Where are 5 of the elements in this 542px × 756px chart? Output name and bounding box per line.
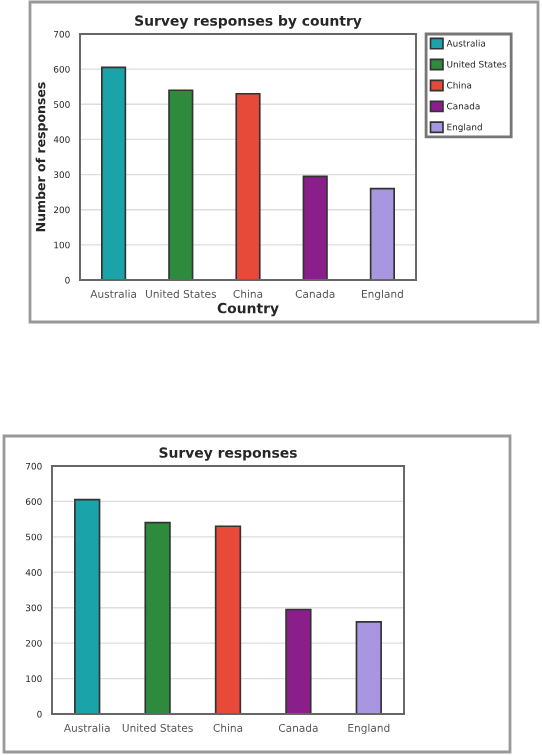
bar [285,608,312,714]
bar [355,621,382,714]
bar [214,525,242,714]
bar [144,521,171,714]
bar [74,498,101,714]
